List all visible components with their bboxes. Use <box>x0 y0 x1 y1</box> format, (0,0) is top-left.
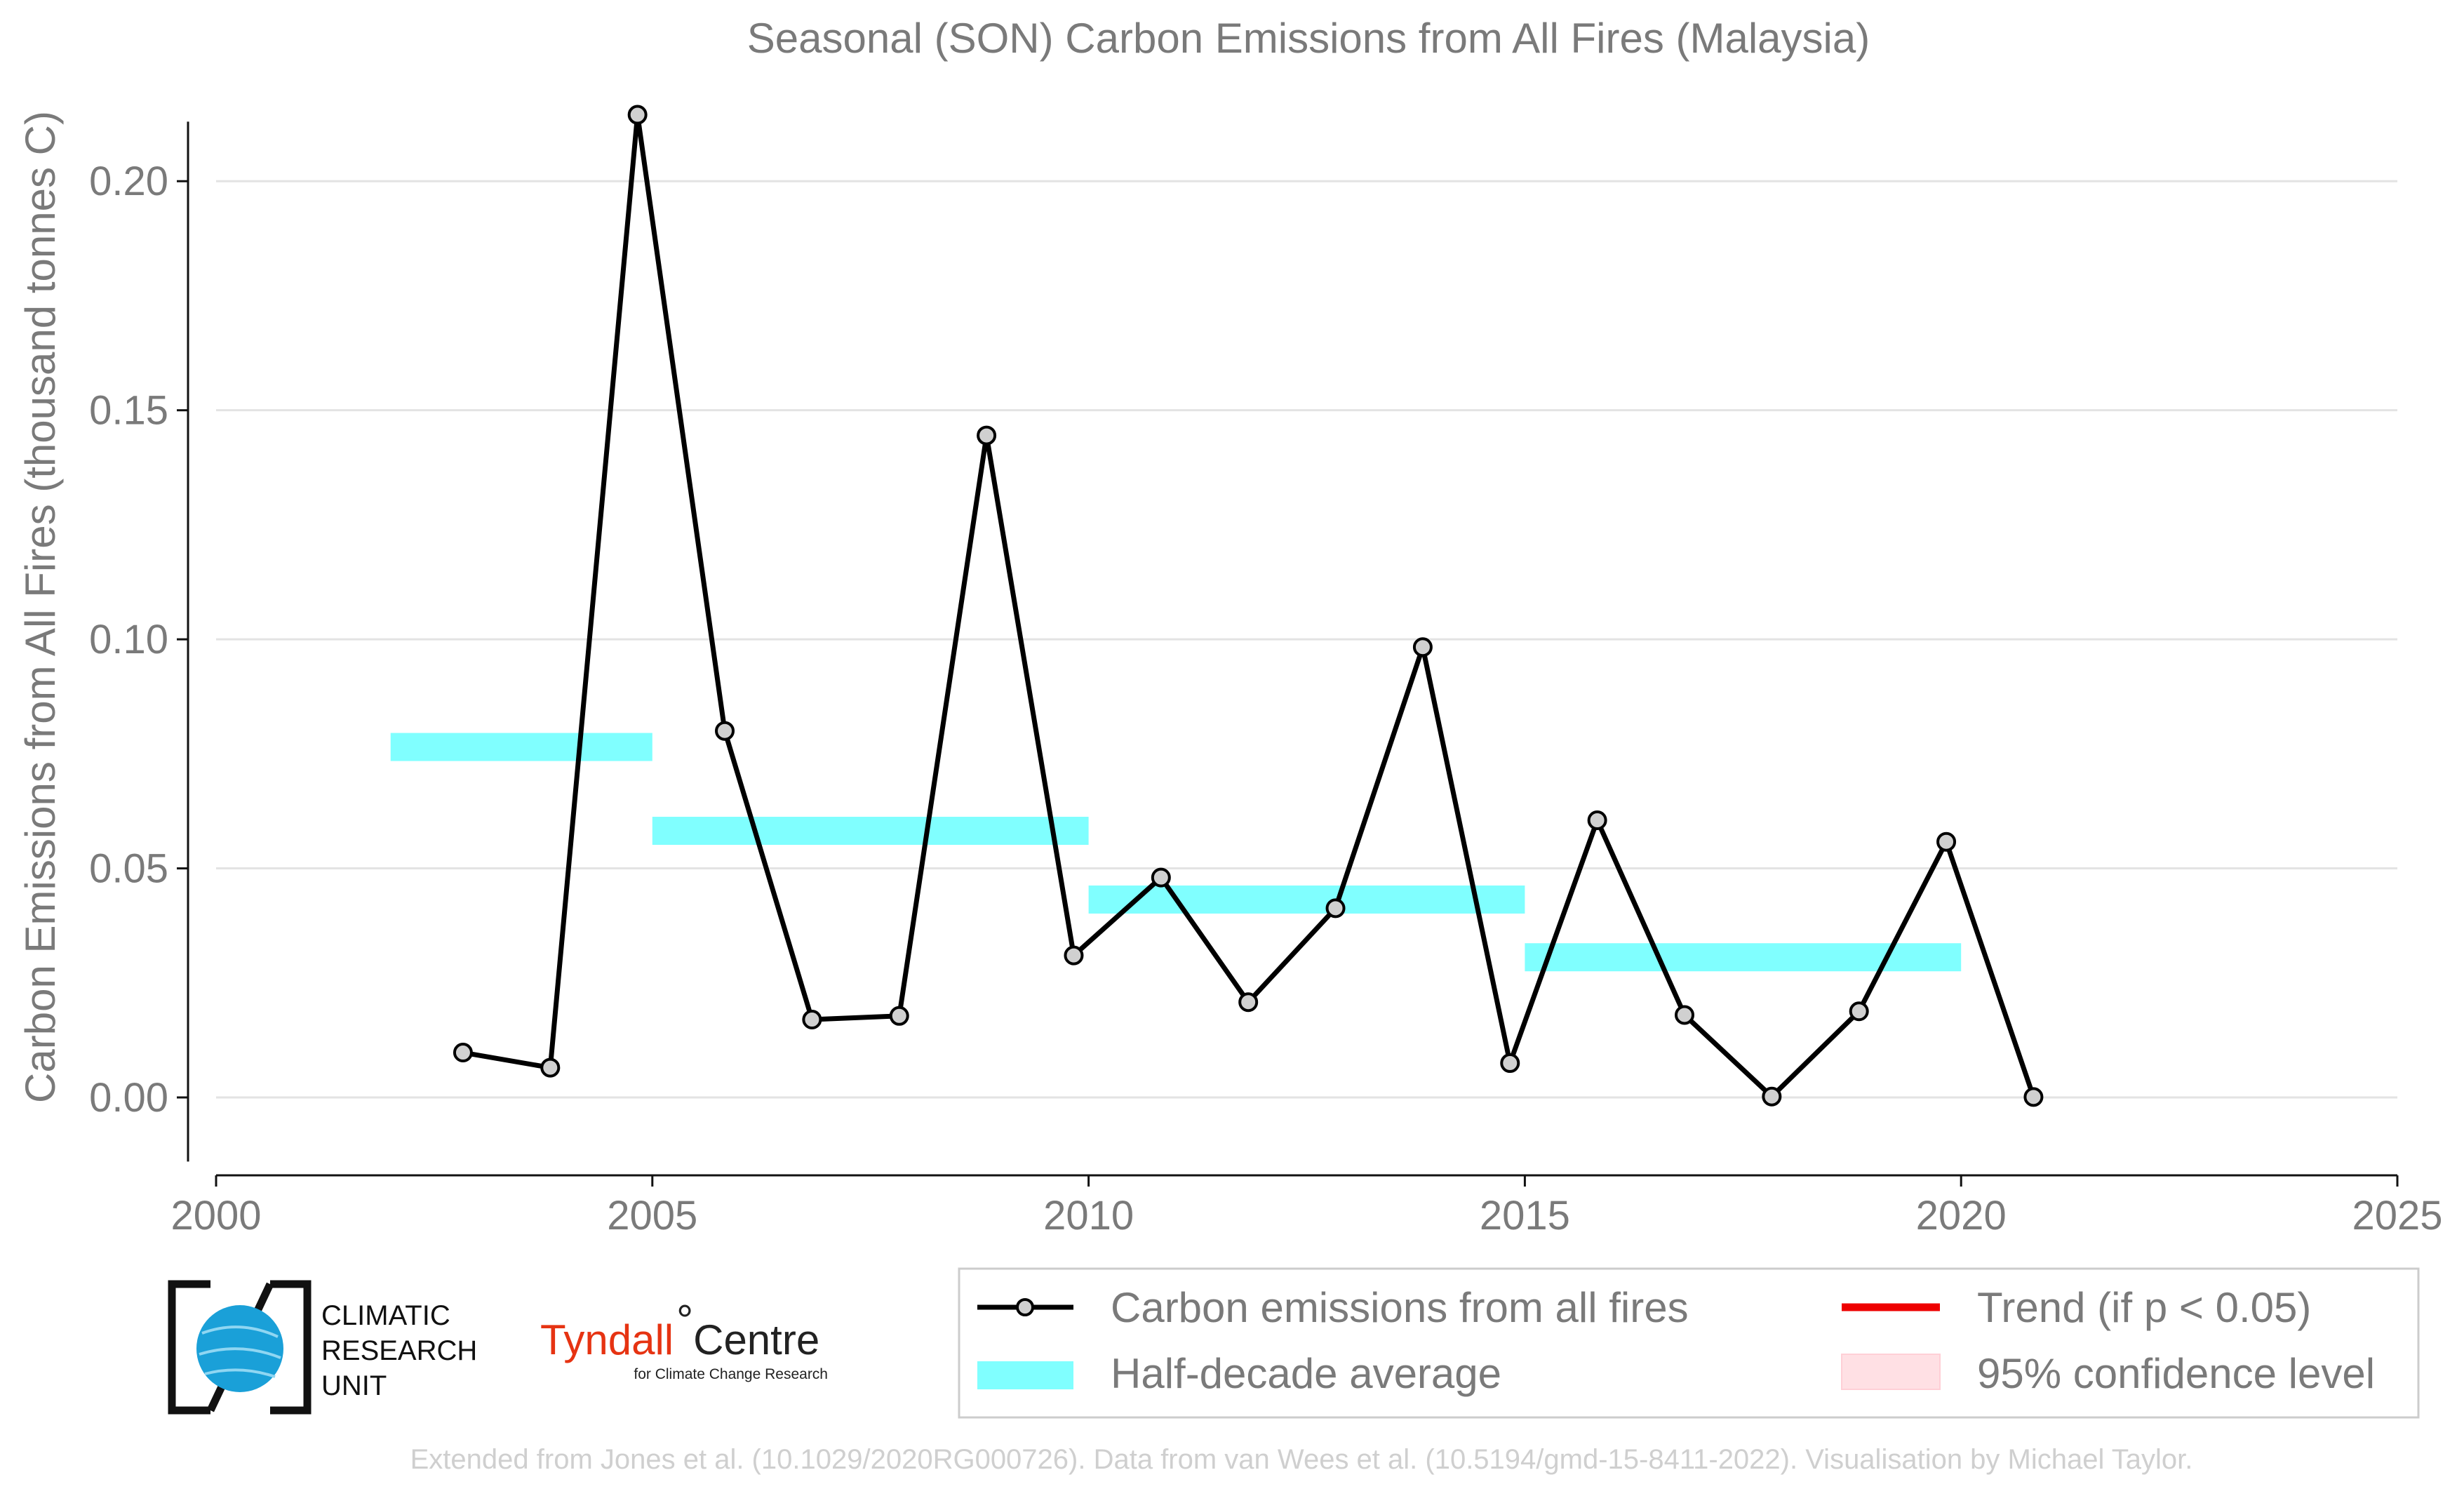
y-tick-label-4: 0.20 <box>89 159 168 204</box>
legend-swatch-half-decade <box>977 1361 1073 1389</box>
data-point-3 <box>715 721 735 741</box>
data-point-13 <box>1587 810 1607 831</box>
half-decade-band-0 <box>390 733 652 761</box>
y-axis-label: Carbon Emissions from All Fires (thousan… <box>17 111 64 1103</box>
tyndall-logo: Tyndall°Centre for Climate Change Resear… <box>540 1297 828 1382</box>
data-point-4 <box>802 1010 822 1030</box>
y-tick-label-2: 0.10 <box>89 617 168 662</box>
y-tick-labels: 0.00 0.05 0.10 0.15 0.20 <box>89 159 168 1121</box>
grid-lines <box>216 180 2397 1099</box>
x-tick-label-3: 2015 <box>1480 1193 1570 1238</box>
data-point-11 <box>1412 637 1433 657</box>
data-point-9 <box>1238 992 1259 1013</box>
legend-label-trend: Trend (if p < 0.05) <box>1977 1284 2311 1331</box>
data-point-12 <box>1500 1053 1520 1074</box>
y-tick-label-0: 0.00 <box>89 1075 168 1121</box>
data-point-5 <box>889 1006 909 1026</box>
cru-line-3: UNIT <box>321 1370 387 1401</box>
emissions-series <box>453 105 2044 1107</box>
data-point-10 <box>1325 898 1346 919</box>
half-decade-average-bands <box>390 733 1962 972</box>
cru-line-1: CLIMATIC <box>321 1300 450 1331</box>
legend: Carbon emissions from all fires Half-dec… <box>958 1267 2420 1419</box>
cru-line-2: RESEARCH <box>321 1335 477 1366</box>
tyndall-name: Tyndall <box>540 1316 674 1363</box>
data-point-17 <box>1936 832 1957 852</box>
data-point-1 <box>540 1057 561 1078</box>
x-tick-label-1: 2005 <box>607 1193 697 1238</box>
legend-label-emissions: Carbon emissions from all fires <box>1111 1284 1689 1331</box>
data-point-16 <box>1849 1001 1869 1022</box>
cru-logo: CLIMATIC RESEARCH UNIT <box>168 1280 477 1415</box>
y-tick-label-1: 0.05 <box>89 846 168 892</box>
legend-swatch-confidence <box>1841 1354 1941 1390</box>
half-decade-band-2 <box>1088 885 1525 914</box>
data-point-14 <box>1674 1005 1694 1025</box>
x-tick-label-2: 2010 <box>1043 1193 1134 1238</box>
half-decade-band-1 <box>652 817 1089 846</box>
data-point-0 <box>453 1043 473 1063</box>
y-tick-label-3: 0.15 <box>89 388 168 434</box>
x-tick-label-4: 2020 <box>1916 1193 2007 1238</box>
x-tick-label-5: 2025 <box>2352 1193 2442 1238</box>
legend-frame <box>958 1267 2420 1419</box>
axes <box>177 121 2399 1187</box>
footer-credit: Extended from Jones et al. (10.1029/2020… <box>410 1444 2193 1475</box>
svg-text:Tyndall°Centre: Tyndall°Centre <box>540 1297 819 1363</box>
legend-label-confidence: 95% confidence level <box>1977 1350 2375 1397</box>
x-tick-labels: 2000 2005 2010 2015 2020 2025 <box>170 1193 2442 1238</box>
half-decade-band-3 <box>1525 943 1962 972</box>
tyndall-subtitle: for Climate Change Research <box>634 1366 828 1382</box>
data-point-7 <box>1064 945 1084 966</box>
data-point-2 <box>627 105 648 125</box>
data-point-6 <box>977 425 997 446</box>
data-point-8 <box>1151 867 1171 888</box>
x-tick-label-0: 2000 <box>170 1193 261 1238</box>
tyndall-centre: Centre <box>693 1316 819 1363</box>
chart-title: Seasonal (SON) Carbon Emissions from All… <box>747 15 1870 62</box>
legend-marker-icon <box>1016 1298 1034 1316</box>
data-point-18 <box>2023 1087 2044 1107</box>
data-point-15 <box>1762 1086 1782 1107</box>
legend-label-half-decade: Half-decade average <box>1111 1350 1501 1397</box>
